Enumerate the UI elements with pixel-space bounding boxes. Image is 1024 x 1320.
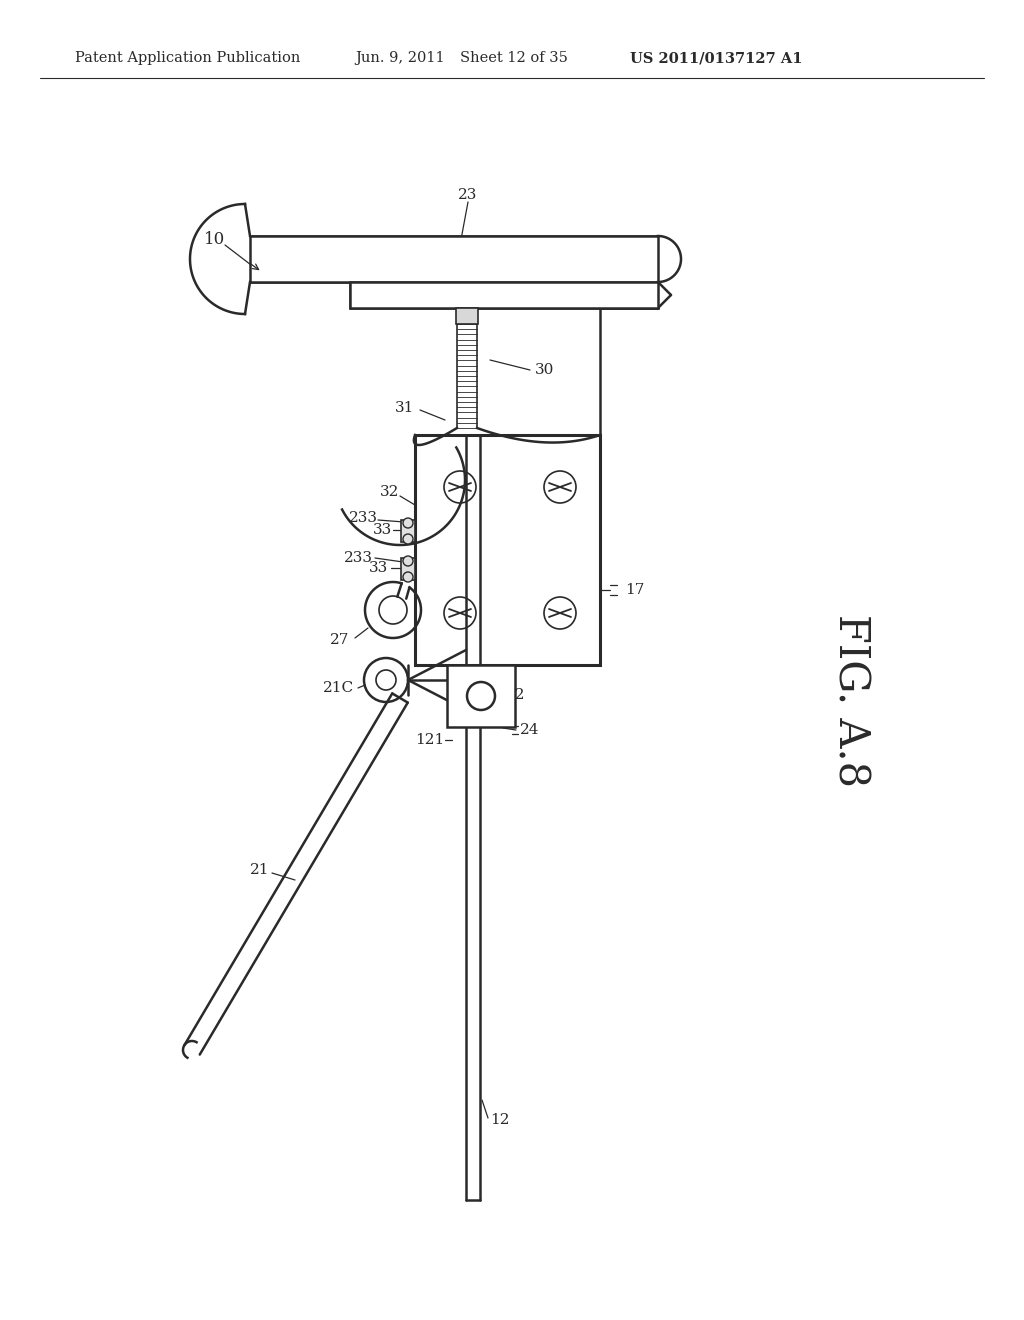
Text: 30: 30 [536, 363, 555, 378]
Bar [415, 436, 600, 665]
Text: 21C: 21C [323, 681, 353, 696]
Text: Patent Application Publication: Patent Application Publication [75, 51, 300, 65]
Text: FIG. A.8: FIG. A.8 [829, 614, 871, 787]
Text: 32: 32 [380, 484, 399, 499]
Bar [401, 520, 415, 543]
Bar [456, 308, 478, 323]
Text: 12: 12 [490, 1113, 510, 1127]
Text: 27: 27 [331, 634, 349, 647]
Text: 121: 121 [416, 733, 444, 747]
Text: Sheet 12 of 35: Sheet 12 of 35 [460, 51, 568, 65]
Bar [250, 236, 658, 282]
Bar [401, 558, 415, 579]
Text: 10: 10 [205, 231, 225, 248]
Bar [350, 282, 658, 308]
Circle shape [403, 517, 413, 528]
Text: 21: 21 [250, 863, 269, 876]
Text: 12: 12 [505, 688, 524, 702]
Text: 23: 23 [459, 187, 477, 202]
Text: 33: 33 [373, 523, 391, 537]
Text: 233: 233 [343, 550, 373, 565]
Circle shape [403, 535, 413, 544]
Circle shape [403, 556, 413, 566]
Text: 33: 33 [369, 561, 388, 576]
Text: 31: 31 [395, 401, 415, 414]
Bar [447, 665, 515, 727]
Text: US 2011/0137127 A1: US 2011/0137127 A1 [630, 51, 803, 65]
Text: 24: 24 [520, 723, 540, 737]
Circle shape [403, 572, 413, 582]
Text: Jun. 9, 2011: Jun. 9, 2011 [355, 51, 444, 65]
Text: 233: 233 [348, 511, 378, 525]
Text: 17: 17 [626, 583, 645, 597]
